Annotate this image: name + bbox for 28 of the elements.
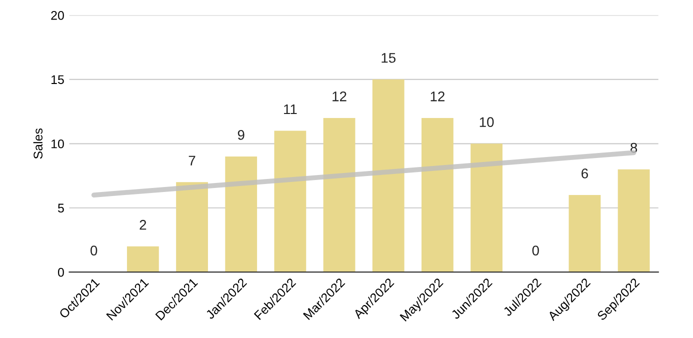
data-label: 8 (630, 142, 638, 153)
data-label: 9 (238, 130, 244, 140)
bar (274, 130, 306, 272)
data-label: 15 (382, 53, 396, 63)
bar (176, 182, 208, 272)
bar (225, 156, 258, 272)
y-tick-label: 0 (58, 268, 64, 277)
y-axis-title: Sales (33, 128, 43, 159)
data-label: 6 (582, 168, 588, 178)
y-tick-label: 5 (58, 204, 64, 213)
bar (372, 79, 404, 272)
bar (126, 246, 159, 272)
data-label: 11 (284, 104, 297, 114)
y-tick-label: 10 (51, 139, 64, 148)
data-label: 0 (532, 246, 539, 256)
bar (323, 118, 356, 272)
bar (422, 118, 454, 272)
data-label: 7 (188, 156, 196, 166)
data-label: 2 (140, 220, 146, 230)
bar (568, 195, 601, 272)
data-label: 12 (430, 91, 444, 102)
data-label: 12 (332, 91, 346, 102)
y-tick-label: 20 (51, 11, 64, 20)
bar (618, 169, 650, 272)
y-tick-label: 15 (51, 75, 64, 84)
data-label: 10 (480, 117, 494, 128)
data-label: 0 (90, 246, 98, 256)
bar (470, 144, 502, 272)
